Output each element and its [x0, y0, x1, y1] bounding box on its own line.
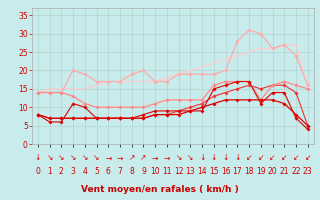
- Text: 8: 8: [129, 168, 134, 176]
- Text: →: →: [105, 154, 111, 162]
- Text: 11: 11: [162, 168, 172, 176]
- Text: ↓: ↓: [222, 154, 229, 162]
- Text: ↙: ↙: [269, 154, 276, 162]
- Text: Vent moyen/en rafales ( km/h ): Vent moyen/en rafales ( km/h ): [81, 186, 239, 194]
- Text: 7: 7: [117, 168, 123, 176]
- Text: 20: 20: [268, 168, 277, 176]
- Text: 19: 19: [256, 168, 266, 176]
- Text: 0: 0: [36, 168, 40, 176]
- Text: 21: 21: [279, 168, 289, 176]
- Text: ↙: ↙: [246, 154, 252, 162]
- Text: ↘: ↘: [58, 154, 65, 162]
- Text: →: →: [152, 154, 158, 162]
- Text: 3: 3: [71, 168, 76, 176]
- Text: 9: 9: [141, 168, 146, 176]
- Text: ↙: ↙: [293, 154, 299, 162]
- Text: ↘: ↘: [46, 154, 53, 162]
- Text: 1: 1: [47, 168, 52, 176]
- Text: ↘: ↘: [82, 154, 88, 162]
- Text: ↗: ↗: [140, 154, 147, 162]
- Text: 13: 13: [186, 168, 195, 176]
- Text: 6: 6: [106, 168, 111, 176]
- Text: ↘: ↘: [70, 154, 76, 162]
- Text: 18: 18: [244, 168, 254, 176]
- Text: 12: 12: [174, 168, 183, 176]
- Text: ↓: ↓: [199, 154, 205, 162]
- Text: ↓: ↓: [234, 154, 241, 162]
- Text: ↘: ↘: [93, 154, 100, 162]
- Text: ↙: ↙: [281, 154, 287, 162]
- Text: 5: 5: [94, 168, 99, 176]
- Text: ↓: ↓: [211, 154, 217, 162]
- Text: ↘: ↘: [187, 154, 194, 162]
- Text: 10: 10: [150, 168, 160, 176]
- Text: 23: 23: [303, 168, 313, 176]
- Text: 17: 17: [233, 168, 242, 176]
- Text: ↙: ↙: [305, 154, 311, 162]
- Text: 4: 4: [82, 168, 87, 176]
- Text: 14: 14: [197, 168, 207, 176]
- Text: ↘: ↘: [175, 154, 182, 162]
- Text: 16: 16: [221, 168, 230, 176]
- Text: ↙: ↙: [258, 154, 264, 162]
- Text: ↗: ↗: [129, 154, 135, 162]
- Text: 22: 22: [291, 168, 301, 176]
- Text: 2: 2: [59, 168, 64, 176]
- Text: ↓: ↓: [35, 154, 41, 162]
- Text: 15: 15: [209, 168, 219, 176]
- Text: →: →: [117, 154, 123, 162]
- Text: →: →: [164, 154, 170, 162]
